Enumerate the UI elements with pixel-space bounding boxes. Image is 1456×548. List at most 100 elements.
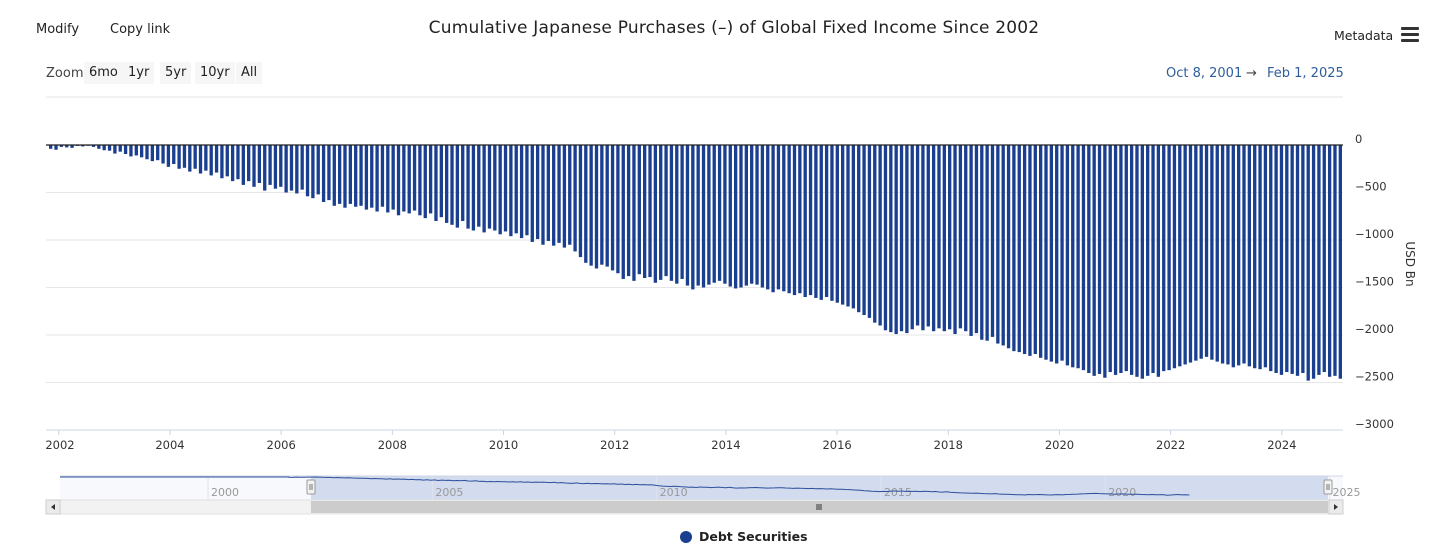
navigator-ticks: 2000 2005 2010 2015 2020 2025 xyxy=(207,476,1361,500)
chart-title: Cumulative Japanese Purchases (–) of Glo… xyxy=(428,18,1040,38)
menu-icon[interactable] xyxy=(1401,27,1419,42)
zoom-all-button[interactable]: All xyxy=(236,62,263,84)
bar xyxy=(841,145,845,305)
bar xyxy=(236,145,240,180)
navigator-right-handle[interactable] xyxy=(1323,479,1333,495)
bar xyxy=(931,145,936,332)
bar xyxy=(209,145,213,176)
bar xyxy=(166,145,171,167)
x-tick-label: 2006 xyxy=(267,438,296,452)
bar xyxy=(412,145,417,211)
x-tick-label: 2016 xyxy=(822,438,851,452)
bar xyxy=(1097,145,1102,374)
bar xyxy=(552,145,556,246)
bar xyxy=(402,145,406,212)
bar xyxy=(1327,145,1332,377)
bar xyxy=(1290,145,1294,374)
bar xyxy=(1226,145,1230,365)
metadata-button[interactable]: Metadata xyxy=(1334,28,1394,43)
range-to-input[interactable]: Feb 1, 2025 xyxy=(1267,66,1344,81)
navigator[interactable]: 2000 2005 2010 2015 2020 2025 xyxy=(60,475,1361,500)
zoom-5yr-button[interactable]: 5yr xyxy=(160,62,192,84)
bar xyxy=(327,145,331,201)
bar xyxy=(107,145,112,151)
navigator-selected-range[interactable] xyxy=(311,476,1328,500)
bar xyxy=(123,145,128,155)
bar xyxy=(1204,145,1209,357)
navigator-left-handle[interactable] xyxy=(306,479,316,495)
bar xyxy=(573,145,577,252)
bar xyxy=(279,145,283,187)
bar xyxy=(557,145,561,243)
bar xyxy=(1092,145,1096,376)
x-axis-ticks: 2002 2004 2006 2008 2010 2012 2014 2016 2018 2020… xyxy=(45,430,1296,452)
bar xyxy=(364,145,369,210)
y-tick-label: −2000 xyxy=(1355,322,1394,336)
bar xyxy=(59,145,64,147)
bar xyxy=(241,145,245,185)
bar xyxy=(664,145,668,277)
navigator-label: 2010 xyxy=(660,486,688,499)
bar xyxy=(354,145,358,207)
bar xyxy=(519,145,524,239)
bar xyxy=(70,145,74,148)
bar xyxy=(1322,145,1326,373)
bar xyxy=(81,145,85,147)
bar xyxy=(1151,145,1155,373)
bar xyxy=(974,145,979,334)
bar xyxy=(466,145,470,229)
zoom-6mo-button[interactable]: 6mo xyxy=(84,62,123,84)
bar xyxy=(487,145,492,229)
bar xyxy=(659,145,663,280)
bar xyxy=(97,145,101,149)
bar xyxy=(482,145,486,233)
bar xyxy=(894,145,898,335)
bar xyxy=(969,145,973,336)
bar xyxy=(707,145,711,285)
y-tick-label: 0 xyxy=(1355,132,1362,146)
bar xyxy=(1306,145,1310,381)
bar xyxy=(594,145,599,269)
bar xyxy=(273,145,278,189)
bar xyxy=(471,145,476,231)
bar xyxy=(626,145,631,277)
copy-link-button[interactable]: Copy link xyxy=(110,22,171,37)
modify-button[interactable]: Modify xyxy=(36,22,80,37)
bar xyxy=(589,145,593,266)
zoom-label: Zoom xyxy=(46,66,84,81)
bar xyxy=(252,145,256,187)
y-tick-label: −1500 xyxy=(1355,275,1394,289)
navigator-label: 2015 xyxy=(884,486,912,499)
bar xyxy=(514,145,518,234)
zoom-1yr-button[interactable]: 1yr xyxy=(123,62,155,84)
zoom-10yr-button[interactable]: 10yr xyxy=(195,62,235,84)
bar xyxy=(1274,145,1278,373)
bar xyxy=(1199,145,1203,359)
bar xyxy=(530,145,534,242)
scrollbar[interactable] xyxy=(45,499,1344,515)
bar xyxy=(370,145,374,208)
bar xyxy=(723,145,727,284)
bar xyxy=(942,145,946,332)
range-from-input[interactable]: Oct 8, 2001 xyxy=(1166,66,1243,81)
x-tick-label: 2008 xyxy=(378,438,407,452)
bar xyxy=(461,145,465,221)
bar xyxy=(407,145,411,214)
bar xyxy=(1301,145,1305,373)
bar xyxy=(172,145,176,164)
bar xyxy=(808,145,813,296)
bar xyxy=(1055,145,1059,364)
bar xyxy=(359,145,363,206)
y-axis-label: USD Bn xyxy=(1403,241,1417,286)
bar xyxy=(733,145,738,289)
bar xyxy=(1317,145,1321,375)
bar xyxy=(284,145,288,193)
bar xyxy=(680,145,684,279)
bar xyxy=(509,145,513,237)
legend-item-debt-securities[interactable]: Debt Securities xyxy=(680,529,808,544)
bar xyxy=(1333,145,1337,376)
bar xyxy=(268,145,272,185)
bar xyxy=(685,145,690,286)
bar xyxy=(1006,145,1011,349)
